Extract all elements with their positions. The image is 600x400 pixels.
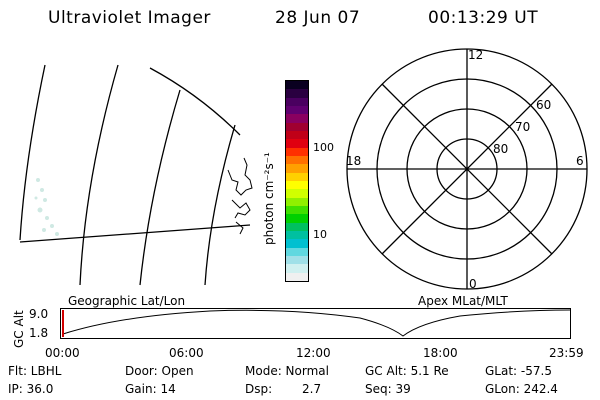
colorbar-segment <box>286 214 308 223</box>
colorbar-segment <box>286 189 308 198</box>
latitude-arc <box>204 124 236 286</box>
door-info: Door: Open <box>125 364 194 378</box>
time-tick-3: 18:00 <box>423 346 458 360</box>
glat-info: GLat: -57.5 <box>485 364 552 378</box>
colorbar-tick-10: 10 <box>313 228 327 241</box>
flt-info: Flt: LBHL <box>8 364 62 378</box>
time-tick-2: 12:00 <box>296 346 331 360</box>
gc-alt-info: GC Alt: 5.1 Re <box>365 364 449 378</box>
colorbar-segment <box>286 89 308 98</box>
current-time-marker <box>62 310 64 337</box>
colorbar-segment <box>286 230 308 240</box>
aurora-emission <box>34 178 59 236</box>
colorbar-segment <box>286 105 308 115</box>
dsp-label: Dsp: <box>245 382 273 396</box>
time-tick-1: 06:00 <box>169 346 204 360</box>
lat-60-label: 60 <box>536 98 551 112</box>
mlt-6-label: 6 <box>576 154 584 168</box>
mode-info: Mode: Normal <box>245 364 329 378</box>
coastline <box>227 157 253 235</box>
altitude-ylabel: GC Alt <box>12 310 26 348</box>
apex-map-label: Apex MLat/MLT <box>418 294 508 308</box>
colorbar-segment <box>286 172 308 181</box>
colorbar-segment <box>286 139 308 148</box>
colorbar-segment <box>286 197 308 206</box>
latitude-arc <box>79 64 119 286</box>
latitude-arc <box>19 64 46 241</box>
mlt-18-label: 18 <box>346 154 361 168</box>
date-label: 28 Jun 07 <box>275 8 361 28</box>
gain-info: Gain: 14 <box>125 382 176 396</box>
ip-info: IP: 36.0 <box>8 382 54 396</box>
mlt-12-label: 12 <box>468 48 483 62</box>
time-tick-4: 23:59 <box>549 346 584 360</box>
seq-info: Seq: 39 <box>365 382 411 396</box>
colorbar-segment <box>286 130 308 140</box>
longitude-arc <box>19 224 251 243</box>
colorbar-segment <box>286 114 308 123</box>
colorbar-segment <box>286 147 308 156</box>
lat-80-label: 80 <box>493 142 508 156</box>
color-scale <box>285 80 309 282</box>
colorbar-segment <box>286 122 308 131</box>
colorbar-segment <box>286 164 308 173</box>
geographic-map-label: Geographic Lat/Lon <box>68 294 186 308</box>
colorbar-segment <box>286 264 308 273</box>
dsp-value: 2.7 <box>302 382 322 396</box>
colorbar-segment <box>286 180 308 190</box>
colorbar-segment <box>286 255 308 265</box>
instrument-title: Ultraviolet Imager <box>48 8 211 28</box>
polar-mlt-plot: 12 18 6 0 60 70 80 <box>346 48 588 291</box>
colorbar-segment <box>286 247 308 256</box>
altitude-ytick-lo: 1.8 <box>29 326 49 340</box>
colorbar-segment <box>286 272 308 281</box>
latitude-arc <box>139 89 181 286</box>
mlt-0-label: 0 <box>469 277 477 291</box>
colorbar-segment <box>286 81 308 90</box>
colorbar-segment <box>286 222 308 231</box>
time-label: 00:13:29 UT <box>428 8 539 28</box>
altitude-timeline <box>60 308 571 339</box>
colorbar-segment <box>286 97 308 106</box>
altitude-ytick-hi: 9.0 <box>29 307 49 321</box>
lat-70-label: 70 <box>515 120 530 134</box>
time-tick-0: 00:00 <box>45 346 80 360</box>
geographic-map <box>19 64 253 286</box>
colorbar-segment <box>286 205 308 215</box>
longitude-arc <box>149 67 241 136</box>
colorbar-segment <box>286 155 308 165</box>
altitude-curve <box>62 309 571 337</box>
colorbar-tick-100: 100 <box>313 141 334 154</box>
colorbar-segment <box>286 239 308 248</box>
colorbar-unit: photon cm⁻²s⁻¹ <box>262 152 276 245</box>
glon-info: GLon: 242.4 <box>485 382 558 396</box>
